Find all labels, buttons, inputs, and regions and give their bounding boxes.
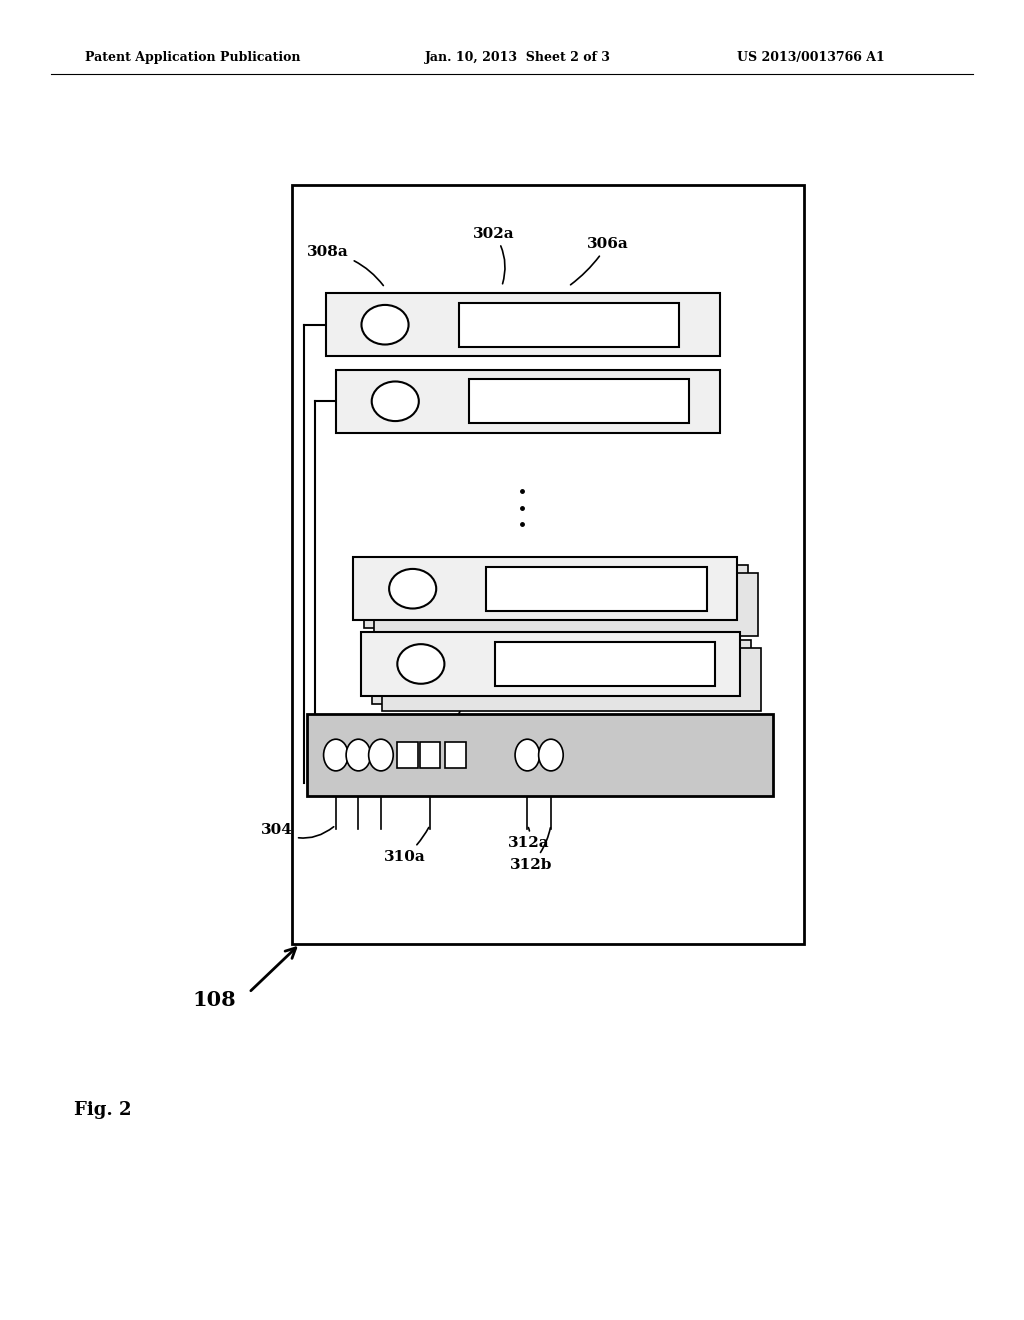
Text: 108: 108 bbox=[193, 990, 237, 1010]
Circle shape bbox=[324, 739, 348, 771]
Bar bbox=[495, 642, 715, 686]
Text: Patent Application Publication: Patent Application Publication bbox=[85, 51, 300, 63]
Bar bbox=[326, 293, 720, 356]
Bar bbox=[459, 302, 679, 347]
Text: 304: 304 bbox=[261, 824, 334, 838]
Bar bbox=[353, 557, 737, 620]
Text: Jan. 10, 2013  Sheet 2 of 3: Jan. 10, 2013 Sheet 2 of 3 bbox=[425, 51, 611, 63]
Text: 306a: 306a bbox=[570, 238, 629, 285]
Text: 312a: 312a bbox=[508, 828, 550, 850]
Bar bbox=[445, 742, 466, 768]
Text: Fig. 2: Fig. 2 bbox=[74, 1101, 131, 1119]
Text: 302a: 302a bbox=[473, 227, 515, 284]
Bar bbox=[420, 742, 440, 768]
Bar bbox=[307, 714, 773, 796]
Text: US 2013/0013766 A1: US 2013/0013766 A1 bbox=[737, 51, 885, 63]
Bar bbox=[469, 379, 689, 424]
Bar bbox=[374, 573, 758, 636]
Text: 312b: 312b bbox=[510, 828, 552, 871]
Circle shape bbox=[515, 739, 540, 771]
Text: 308a: 308a bbox=[307, 246, 383, 285]
Circle shape bbox=[539, 739, 563, 771]
Ellipse shape bbox=[397, 644, 444, 684]
Bar bbox=[372, 640, 751, 704]
Ellipse shape bbox=[372, 381, 419, 421]
Ellipse shape bbox=[389, 569, 436, 609]
Bar bbox=[486, 566, 707, 611]
Text: 302n: 302n bbox=[415, 705, 463, 735]
Circle shape bbox=[369, 739, 393, 771]
Bar bbox=[382, 648, 761, 711]
Bar bbox=[364, 565, 748, 628]
Text: 310a: 310a bbox=[384, 828, 429, 863]
Bar bbox=[397, 742, 418, 768]
Bar bbox=[361, 632, 740, 696]
Bar bbox=[336, 370, 720, 433]
Bar bbox=[292, 185, 804, 944]
Circle shape bbox=[346, 739, 371, 771]
Ellipse shape bbox=[361, 305, 409, 345]
